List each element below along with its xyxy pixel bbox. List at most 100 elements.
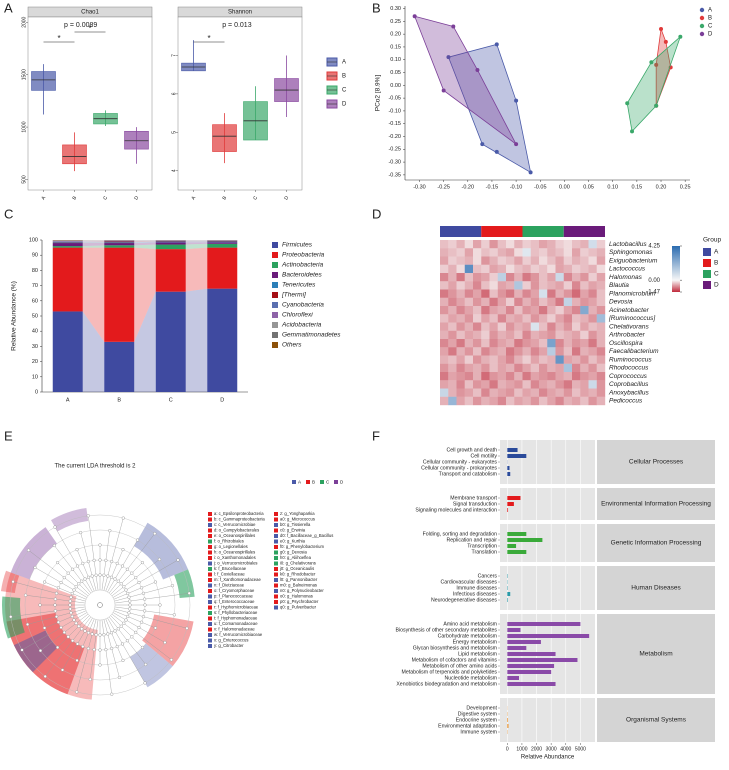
- node: [24, 593, 28, 597]
- cell: [489, 297, 498, 307]
- group-label: Environmental Information Processing: [601, 501, 711, 508]
- cell: [555, 339, 564, 348]
- cell: [539, 355, 548, 364]
- key-label: h: o_Oceanospirillales: [214, 550, 255, 555]
- colorbar: [672, 246, 680, 292]
- x-tick-label: 0.05: [583, 184, 594, 190]
- x-tick-label: A: [66, 397, 70, 403]
- cell: [456, 314, 465, 323]
- row-label: Coprococcus: [609, 373, 648, 380]
- cell: [456, 388, 465, 397]
- cell: [481, 281, 490, 290]
- node: [62, 576, 66, 580]
- category-label: Cellular community - eukaryotes: [423, 459, 497, 465]
- cell: [539, 330, 548, 340]
- branch: [112, 559, 179, 598]
- x-tick-label: B: [117, 397, 121, 403]
- cell: [506, 248, 515, 257]
- key-swatch: [208, 567, 212, 571]
- cell: [473, 273, 482, 282]
- branch: [110, 562, 143, 595]
- key-label: s: f_Phyllobacteriaceae: [214, 610, 258, 615]
- cell: [572, 264, 581, 274]
- legend-label: D: [708, 32, 713, 38]
- key-label: c: c_Verrucomicrobiae: [214, 522, 256, 527]
- cell: [497, 347, 507, 356]
- bar: [507, 598, 508, 602]
- key-swatch: [208, 556, 212, 560]
- cell: [563, 372, 573, 381]
- x-axis-label: Relative Abundance: [521, 755, 575, 761]
- flow-band: [82, 311, 105, 392]
- flow-band: [134, 240, 156, 242]
- cell: [588, 372, 597, 381]
- category-label: Nucleotide metabolism: [445, 675, 497, 681]
- point: [494, 149, 499, 154]
- cell: [464, 281, 474, 290]
- cell: [514, 330, 523, 340]
- cell: [473, 240, 482, 249]
- key-swatch: [208, 600, 212, 604]
- group-strip: [597, 566, 715, 610]
- cell: [580, 330, 589, 340]
- cell: [506, 297, 515, 307]
- x-tick-label: A: [40, 195, 47, 201]
- category-label: Immune diseases: [456, 585, 497, 591]
- cell: [539, 281, 548, 290]
- y-tick-label: 0.30: [390, 6, 401, 12]
- bar-segment: [207, 242, 238, 244]
- key-label: n0: g_Polynucleobacter: [280, 588, 324, 593]
- flow-band: [82, 240, 105, 242]
- node: [143, 603, 147, 607]
- plot-area: [177, 16, 303, 191]
- node: [77, 582, 81, 586]
- legend-swatch: [703, 281, 711, 289]
- x-tick-label: D: [133, 195, 140, 201]
- cell: [456, 347, 465, 356]
- cell: [497, 372, 507, 381]
- cell: [580, 388, 589, 397]
- category-label: Neurodegenerative diseases: [431, 597, 497, 603]
- row-label: Arthrobacter: [608, 332, 646, 339]
- bar-segment: [104, 341, 135, 392]
- y-tick-label: 20: [32, 359, 38, 365]
- flow-band: [134, 247, 156, 342]
- cell: [539, 396, 548, 406]
- node: [117, 675, 122, 680]
- bar-segment: [155, 244, 186, 250]
- cell: [572, 297, 581, 307]
- node: [90, 574, 94, 578]
- cell: [473, 330, 482, 340]
- node: [75, 547, 79, 552]
- legend-label: B: [708, 16, 712, 22]
- bar-segment: [155, 242, 186, 245]
- node: [126, 614, 130, 619]
- node: [70, 614, 74, 619]
- node: [121, 547, 125, 552]
- node: [98, 573, 102, 577]
- panel-label: A: [4, 0, 13, 15]
- legend-label: Chloroflexi: [282, 312, 313, 319]
- cell: [539, 273, 548, 282]
- clade-sector: [134, 522, 189, 580]
- node: [163, 640, 167, 645]
- cell: [473, 396, 482, 406]
- hull: [414, 15, 517, 145]
- cell: [580, 297, 589, 307]
- key-swatch: [208, 539, 212, 544]
- node: [26, 548, 31, 552]
- y-tick-label: 5: [171, 131, 177, 134]
- branch: [54, 526, 93, 593]
- cell: [572, 355, 581, 364]
- node: [75, 658, 79, 663]
- key-label: e: o_Oceanospirillales: [214, 533, 255, 538]
- row-label: [Ruminococcus]: [608, 315, 655, 322]
- branch: [13, 581, 86, 602]
- cell: [506, 264, 515, 274]
- cell: [473, 314, 482, 323]
- cell: [572, 347, 581, 356]
- cell: [563, 347, 573, 356]
- node: [81, 644, 85, 649]
- cell: [572, 281, 581, 290]
- node: [153, 580, 158, 584]
